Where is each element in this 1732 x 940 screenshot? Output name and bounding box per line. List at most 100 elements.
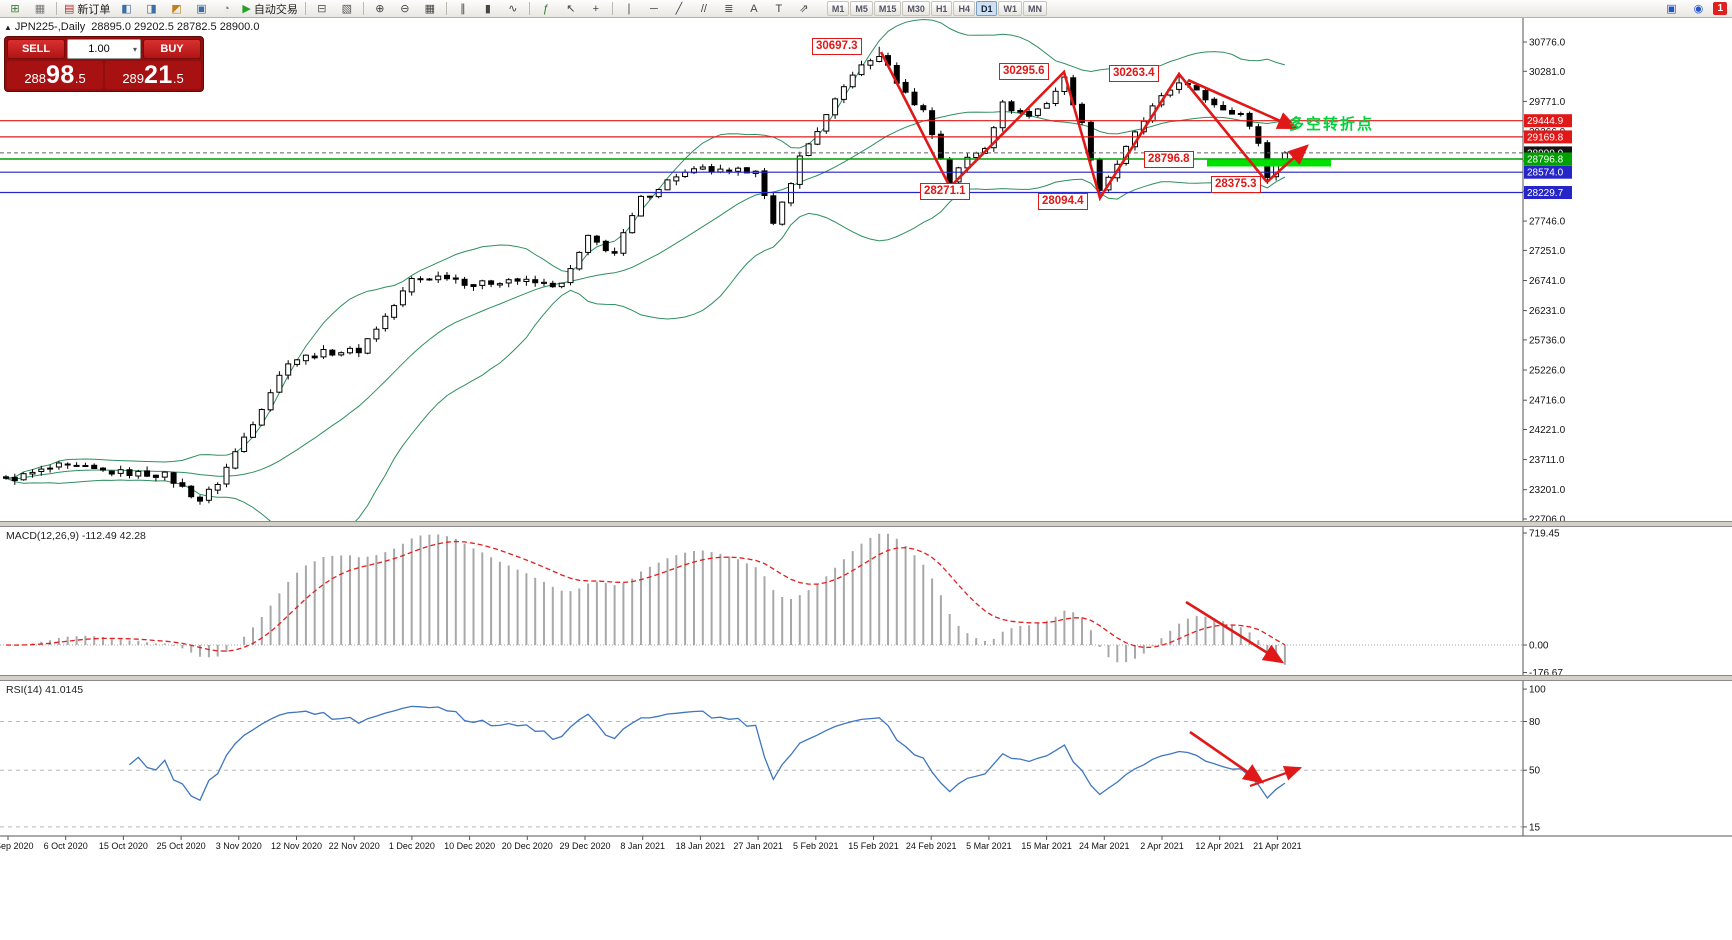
timeframe-m30[interactable]: M30 — [902, 1, 930, 16]
macd-panel[interactable] — [5, 533, 1286, 665]
candle-body — [743, 167, 750, 174]
trend-zigzag-line[interactable] — [879, 51, 1269, 202]
grid-icon[interactable]: ▦ — [418, 0, 442, 18]
price-annotation[interactable]: 28375.3 — [1211, 176, 1261, 193]
horizontal-line-icon: ─ — [649, 2, 658, 15]
horizontal-line-icon[interactable]: ─ — [642, 0, 666, 18]
rsi-tick-label: 50 — [1529, 766, 1541, 777]
macd-window-separator[interactable] — [0, 521, 1732, 527]
timeframe-h1[interactable]: H1 — [930, 1, 953, 16]
buy-price[interactable]: 289 21.5 — [105, 61, 201, 89]
candle-body — [805, 143, 812, 156]
mail-icon: ▣ — [1666, 3, 1677, 15]
price-annotation[interactable]: 30263.4 — [1109, 65, 1159, 82]
macd-signal-line — [5, 540, 1286, 652]
subwindow-marker-icon: ▲ — [4, 23, 12, 32]
mail-icon[interactable]: ▣ — [1659, 0, 1683, 18]
market-watch-icon[interactable]: ◧ — [114, 0, 138, 18]
line-chart-icon[interactable]: ∿ — [501, 0, 525, 18]
candle-body — [108, 470, 115, 475]
candle-body — [1211, 98, 1218, 106]
candle-body — [1096, 159, 1103, 191]
candlestick-chart-icon[interactable]: ▮ — [476, 0, 500, 18]
navigator-icon[interactable]: ◩ — [164, 0, 188, 18]
candle-body — [920, 105, 927, 111]
date-label: 22 Nov 2020 — [329, 841, 380, 851]
price-annotation[interactable]: 28796.8 — [1144, 151, 1194, 168]
vertical-line-icon[interactable]: ∣ — [617, 0, 641, 18]
date-label: 27 Sep 2020 — [0, 841, 34, 851]
price-annotation[interactable]: 30295.6 — [999, 63, 1049, 80]
bollinger-band-line — [5, 110, 1285, 480]
terminal-icon[interactable]: ▣ — [189, 0, 213, 18]
rsi-trend-arrow[interactable] — [1189, 730, 1265, 784]
macd-tick-label: 719.45 — [1529, 529, 1560, 540]
rsi-panel[interactable] — [129, 705, 1286, 802]
price-annotation[interactable]: 28094.4 — [1038, 193, 1088, 210]
turning-point-label[interactable]: 多空转折点 — [1289, 116, 1375, 133]
bar-chart-icon[interactable]: ∥ — [451, 0, 475, 18]
arrows-icon[interactable]: ⇗ — [792, 0, 816, 18]
trend-arrow-down[interactable] — [1187, 78, 1299, 130]
macd-trend-arrow[interactable] — [1185, 600, 1285, 664]
candle-body — [276, 374, 283, 393]
rsi-window-separator[interactable] — [0, 675, 1732, 681]
price-tick-label: 26741.0 — [1529, 276, 1566, 287]
bar-chart-icon: ∥ — [460, 3, 466, 15]
zoom-out-icon[interactable]: ⊖ — [393, 0, 417, 18]
candle-body — [355, 347, 362, 354]
price-panel[interactable] — [3, 19, 1288, 542]
volume-input[interactable] — [68, 42, 130, 56]
fibonacci-icon[interactable]: ≣ — [717, 0, 741, 18]
cursor-icon[interactable]: ↖ — [559, 0, 583, 18]
indicators-icon[interactable]: ƒ — [534, 0, 558, 18]
notification-badge[interactable]: 1 — [1713, 2, 1727, 15]
alerts-icon[interactable]: ◉ — [1686, 0, 1710, 18]
buy-price-dec: .5 — [172, 71, 184, 86]
date-label: 10 Dec 2020 — [444, 841, 495, 851]
timeframe-m1[interactable]: M1 — [826, 1, 850, 16]
text-icon[interactable]: A — [742, 0, 766, 18]
timeframe-mn[interactable]: MN — [1022, 1, 1047, 16]
new-order-button[interactable]: ▤ 新订单 — [61, 0, 113, 18]
candle-body — [38, 468, 45, 473]
label-icon: T — [775, 2, 783, 15]
autotrading-button[interactable]: ▶ 自动交易 — [239, 0, 300, 18]
timeframe-d1[interactable]: D1 — [975, 1, 998, 16]
trendline-icon[interactable]: ╱ — [667, 0, 691, 18]
buy-button[interactable]: BUY — [143, 39, 201, 59]
tile-windows-icon[interactable]: ⊟ — [310, 0, 334, 18]
sell-button[interactable]: SELL — [7, 39, 65, 59]
volume-dropdown-arrow[interactable]: ▾ — [132, 44, 137, 54]
alerts-icon: ◉ — [1693, 3, 1704, 15]
timeframe-h4[interactable]: H4 — [953, 1, 975, 16]
sell-price[interactable]: 288 98.5 — [7, 61, 103, 89]
cascade-windows-icon: ▧ — [341, 3, 353, 15]
price-annotation[interactable]: 28271.1 — [920, 183, 970, 200]
candle-body — [117, 469, 124, 474]
channel-icon[interactable]: // — [692, 0, 716, 18]
toolbar-right-group: ▣ ◉ 1 — [1659, 0, 1729, 18]
zoom-in-icon[interactable]: ⊕ — [368, 0, 392, 18]
rsi-bounce-arrow[interactable] — [1249, 765, 1303, 788]
timeframe-w1[interactable]: W1 — [998, 1, 1022, 16]
crosshair-icon[interactable]: + — [584, 0, 608, 18]
price-annotation[interactable]: 30697.3 — [812, 38, 862, 55]
candle-body — [258, 409, 265, 426]
strategy-tester-icon[interactable]: ◔ — [214, 0, 238, 18]
trend-arrow-up[interactable] — [1266, 144, 1309, 183]
cascade-windows-icon[interactable]: ▧ — [335, 0, 359, 18]
profiles-icon[interactable]: ▦ — [28, 0, 52, 18]
timeframe-m5[interactable]: M5 — [850, 1, 873, 16]
new-order-button: ▤ — [64, 3, 75, 15]
new-order-button-label: 新订单 — [77, 3, 111, 16]
timeframe-m15[interactable]: M15 — [873, 1, 902, 16]
data-window-icon[interactable]: ◨ — [139, 0, 163, 18]
navigator-icon: ◩ — [171, 3, 182, 15]
label-icon[interactable]: T — [767, 0, 791, 18]
toolbar-separator — [528, 2, 530, 15]
candle-body — [505, 279, 512, 284]
new-chart-icon[interactable]: ⊞ — [3, 0, 27, 18]
date-label: 18 Jan 2021 — [676, 841, 726, 851]
